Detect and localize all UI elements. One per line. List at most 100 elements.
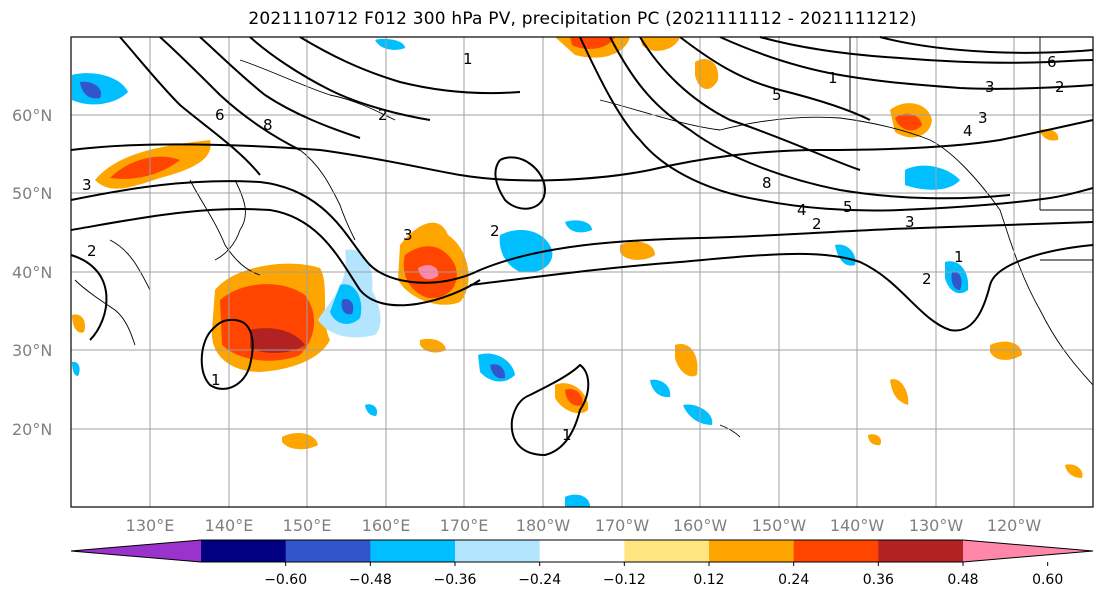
pc-positive-core [895, 113, 922, 131]
map-title: 2021110712 F012 300 hPa PV, precipitatio… [248, 9, 917, 29]
pc-positive-area [640, 37, 680, 51]
pc-negative-core [951, 271, 962, 290]
pc-negative-area [375, 38, 405, 50]
pv-contours [70, 36, 1094, 457]
pc-positive-peak [250, 328, 305, 353]
pc-positive-area [695, 59, 719, 90]
lat-label: 50°N [12, 184, 52, 203]
lon-label: 130°W [909, 516, 964, 535]
latitude-labels: 60°N 50°N 40°N 30°N 20°N [12, 106, 52, 439]
lat-label: 60°N [12, 106, 52, 125]
pc-negative-area [683, 404, 713, 425]
pc-positive-area [868, 434, 882, 446]
colorbar-bin [370, 540, 456, 562]
lon-label: 170°E [440, 516, 489, 535]
precipitation-shading [72, 37, 1083, 507]
pc-negative-area [565, 220, 592, 233]
lon-label: 170°W [595, 516, 650, 535]
colorbar-bin [539, 540, 625, 562]
colorbar-extend-max [963, 540, 1093, 562]
longitude-labels: 130°E 140°E 150°E 160°E 170°E 180°W 170°… [126, 516, 1042, 535]
pc-negative-area [72, 73, 128, 105]
lon-label: 160°E [362, 516, 411, 535]
pc-positive-area [675, 344, 698, 377]
contour-labels: 1 3 2 3 2 1 1 8 4 2 5 3 2 1 4 3 3 2 6 1 … [82, 50, 1065, 444]
pv-label: 1 [463, 50, 473, 68]
lon-label: 160°W [673, 516, 728, 535]
colorbar-tick-label: −0.60 [264, 572, 307, 588]
pv-label: 2 [812, 215, 822, 233]
colorbar-bin [455, 540, 541, 562]
pc-positive-core [565, 389, 583, 406]
colorbar: −0.60 −0.48 −0.36 −0.24 −0.12 0.12 0.24 0.36 0.4… [70, 539, 1094, 588]
colorbar-tick-label: 0.60 [1032, 572, 1063, 588]
lon-label: 120°W [987, 516, 1042, 535]
pv-label: 3 [978, 109, 988, 127]
pv-label: 6 [1047, 53, 1057, 71]
colorbar-tick-label: 0.24 [778, 572, 809, 588]
pv-label: 5 [843, 198, 853, 216]
colorbar-tick-label: −0.36 [434, 572, 477, 588]
pv-label: 3 [985, 78, 995, 96]
map-frame [70, 36, 1094, 508]
pc-positive-area [282, 433, 318, 450]
colorbar-bin [201, 540, 287, 562]
lon-label: 130°E [126, 516, 175, 535]
pv-label: 8 [762, 174, 772, 192]
colorbar-bin [285, 540, 371, 562]
pc-positive-area [1040, 129, 1059, 141]
pc-negative-area [365, 404, 378, 416]
pc-positive-core [110, 156, 180, 179]
colorbar-tick-label: −0.48 [349, 572, 392, 588]
pv-label: 4 [797, 201, 807, 219]
lon-label: 150°E [283, 516, 332, 535]
lat-label: 30°N [12, 341, 52, 360]
colorbar-tick-label: −0.12 [603, 572, 646, 588]
lon-label: 140°W [830, 516, 885, 535]
colorbar-bin [878, 540, 964, 562]
pc-negative-core [490, 364, 506, 379]
pc-positive-area [890, 379, 909, 405]
pv-label: 5 [772, 86, 782, 104]
colorbar-tick-label: −0.24 [518, 572, 561, 588]
pc-negative-peak [341, 299, 354, 315]
pv-label: 6 [215, 106, 225, 124]
pv-label: 4 [963, 122, 973, 140]
colorbar-outline [70, 539, 1094, 563]
pc-negative-area [835, 244, 856, 266]
pc-positive-area [620, 241, 655, 260]
lon-label: 150°W [752, 516, 807, 535]
pv-label: 3 [905, 213, 915, 231]
pc-negative-area [72, 361, 80, 376]
pv-label: 8 [263, 116, 273, 134]
pv-label: 1 [954, 248, 964, 266]
pc-positive-area [420, 338, 446, 353]
pv-label: 1 [562, 426, 572, 444]
pc-negative-area [499, 230, 553, 273]
pv-label: 2 [378, 106, 388, 124]
pc-positive-area [72, 314, 86, 333]
pc-negative-core [80, 81, 102, 99]
colorbar-bin [793, 540, 879, 562]
pv-label: 2 [922, 270, 932, 288]
colorbar-bin [624, 540, 710, 562]
pc-negative-area [650, 379, 671, 398]
pv-label: 2 [87, 242, 97, 260]
pv-label: 3 [82, 176, 92, 194]
lat-label: 20°N [12, 420, 52, 439]
colorbar-tick-label: 0.36 [863, 572, 894, 588]
pv-label: 1 [211, 371, 221, 389]
lon-label: 180°W [516, 516, 571, 535]
lon-label: 140°E [205, 516, 254, 535]
lat-label: 40°N [12, 263, 52, 282]
colorbar-extend-min [71, 540, 201, 562]
pv-label: 3 [403, 226, 413, 244]
pc-positive-area [1065, 464, 1083, 478]
colorbar-tick-label: 0.48 [947, 572, 978, 588]
pv-label: 1 [828, 69, 838, 87]
pc-negative-area [905, 165, 960, 190]
pc-negative-area [565, 494, 590, 507]
colorbar-tick-label: 0.12 [693, 572, 724, 588]
pv-label: 2 [490, 222, 500, 240]
